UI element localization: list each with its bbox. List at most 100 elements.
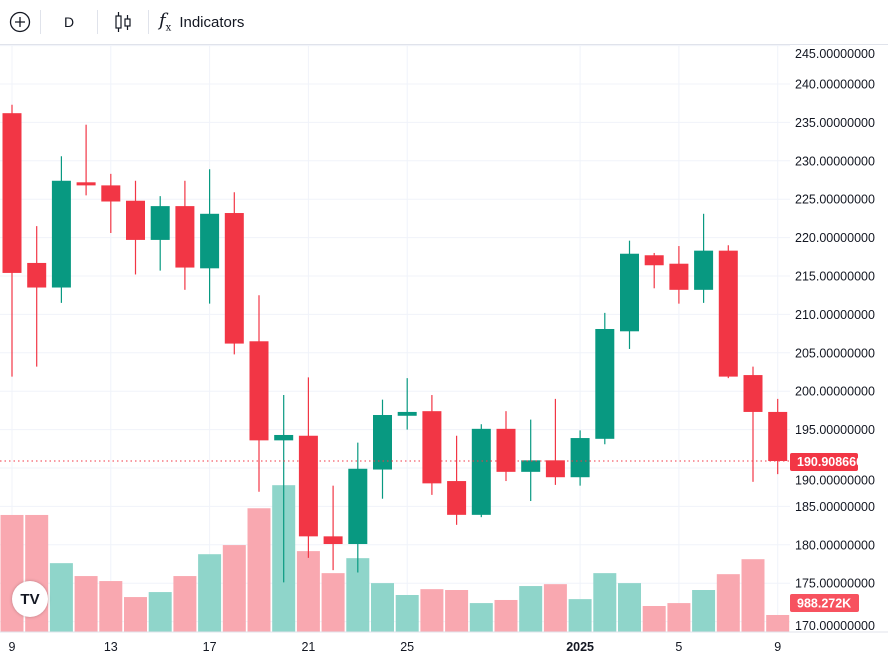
- time-tick-label: 21: [301, 640, 315, 654]
- volume-bar: [642, 606, 666, 632]
- candlesticks: [2, 104, 788, 583]
- candle-body: [397, 411, 417, 416]
- candle-body: [76, 182, 96, 186]
- top-toolbar: D fx Indicators: [0, 0, 888, 45]
- last-volume-badge: 988.272K: [790, 594, 859, 612]
- logo-mark: TV: [20, 590, 40, 608]
- candle-body: [51, 180, 71, 288]
- last-volume-label: 988.272K: [797, 597, 851, 611]
- volume-bar: [49, 563, 73, 632]
- price-tick-label: 215.00000000: [795, 270, 875, 284]
- price-tick-label: 245.00000000: [795, 47, 875, 61]
- volume-bar: [371, 583, 394, 632]
- toolbar-divider: [40, 10, 41, 34]
- volume-bar: [124, 597, 147, 632]
- volume-bar: [593, 573, 617, 632]
- candle-body: [694, 250, 714, 290]
- price-tick-label: 180.00000000: [795, 538, 875, 552]
- volume-bars: [0, 485, 790, 632]
- toolbar-divider: [148, 10, 149, 34]
- price-tick-label: 225.00000000: [795, 193, 875, 207]
- volume-bar: [296, 551, 320, 632]
- volume-bar: [445, 590, 469, 632]
- candle-body: [200, 213, 220, 269]
- volume-bar: [321, 573, 345, 632]
- volume-bar: [543, 584, 567, 632]
- candle-body: [298, 435, 318, 537]
- candle-body: [545, 460, 565, 478]
- candle-body: [743, 375, 763, 412]
- candle-body: [570, 438, 590, 478]
- toolbar-divider: [97, 10, 98, 34]
- price-chart[interactable]: 245.00000000 240.00000000 235.00000000 230.…: [0, 45, 888, 657]
- volume-bar: [173, 576, 197, 632]
- volume-bar: [198, 554, 222, 632]
- chart-type-button[interactable]: [98, 5, 148, 39]
- indicators-button[interactable]: fx Indicators: [149, 5, 254, 39]
- volume-bar: [741, 559, 765, 632]
- time-tick-label: 25: [400, 640, 414, 654]
- price-tick-label: 185.00000000: [795, 500, 875, 514]
- candle-body: [323, 536, 343, 545]
- volume-bar: [222, 545, 246, 632]
- price-axis[interactable]: 245.00000000 240.00000000 235.00000000 230.…: [795, 47, 875, 633]
- time-axis[interactable]: 9 13 17 21 25 2025 5 9: [9, 640, 782, 654]
- price-tick-label: 220.00000000: [795, 231, 875, 245]
- volume-bar: [99, 581, 123, 632]
- volume-bar: [568, 599, 592, 632]
- candle-body: [521, 460, 541, 472]
- price-tick-label: 190.00000000: [795, 474, 875, 488]
- price-tick-label: 170.00000000: [795, 619, 875, 633]
- candle-body: [126, 200, 145, 240]
- candle-body: [150, 206, 170, 240]
- price-tick-label: 210.00000000: [795, 308, 875, 322]
- price-tick-label: 175.00000000: [795, 577, 875, 591]
- price-tick-label: 230.00000000: [795, 154, 875, 168]
- interval-button[interactable]: D: [41, 5, 97, 39]
- candle-body: [373, 415, 392, 470]
- last-price-label: 190.90866667: [797, 455, 877, 469]
- volume-bar: [469, 603, 493, 632]
- candle-body: [644, 255, 664, 266]
- time-tick-label: 9: [9, 640, 16, 654]
- candles-icon: [115, 12, 131, 32]
- fx-icon: fx: [159, 10, 172, 34]
- grid-lines: [0, 45, 790, 632]
- volume-bar: [148, 592, 172, 632]
- candle-body: [101, 185, 121, 202]
- volume-bar: [519, 586, 543, 632]
- time-tick-label: 5: [675, 640, 682, 654]
- volume-bar: [395, 594, 419, 632]
- candle-body: [768, 411, 788, 462]
- time-tick-label: 13: [104, 640, 118, 654]
- price-tick-label: 235.00000000: [795, 116, 875, 130]
- candle-body: [595, 328, 615, 439]
- price-tick-label: 195.00000000: [795, 423, 875, 437]
- candle-body: [620, 253, 639, 332]
- candle-body: [422, 411, 442, 484]
- candle-body: [718, 250, 738, 377]
- volume-bar: [667, 603, 691, 632]
- time-tick-label: 17: [203, 640, 217, 654]
- volume-bar: [247, 508, 271, 632]
- candle-body: [175, 206, 195, 268]
- interval-label: D: [63, 14, 75, 30]
- tradingview-logo[interactable]: TV: [12, 581, 48, 617]
- volume-bar: [618, 583, 641, 632]
- candle-body: [2, 113, 22, 273]
- time-tick-label: 2025: [566, 640, 594, 654]
- candle-body: [27, 262, 47, 288]
- plus-circle-icon: [9, 11, 31, 33]
- candle-body: [224, 213, 244, 344]
- last-price-badge: 190.90866667: [790, 453, 877, 472]
- volume-bar: [494, 599, 518, 632]
- candle-body: [447, 481, 467, 515]
- volume-bar: [716, 574, 740, 632]
- candle-body: [471, 428, 491, 515]
- candle-body: [348, 468, 368, 545]
- volume-bar: [766, 614, 790, 632]
- volume-bar: [74, 576, 98, 632]
- price-tick-label: 205.00000000: [795, 346, 875, 360]
- add-symbol-button[interactable]: [0, 5, 40, 39]
- price-tick-label: 240.00000000: [795, 78, 875, 92]
